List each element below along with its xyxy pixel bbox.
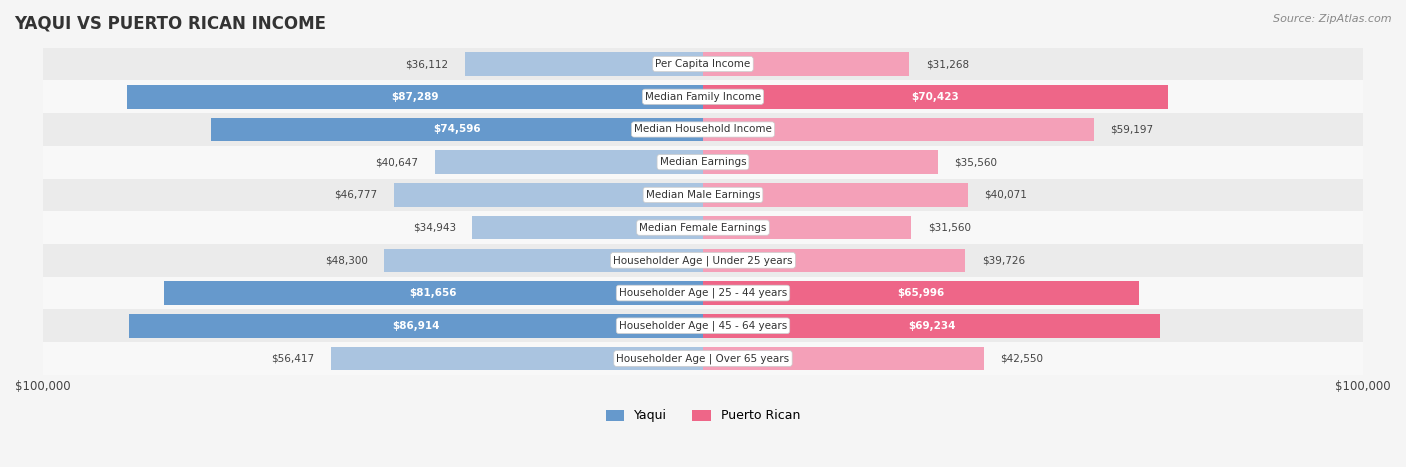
Text: $35,560: $35,560 bbox=[955, 157, 997, 167]
Bar bbox=[703, 347, 984, 370]
Bar bbox=[703, 281, 1139, 305]
Text: $74,596: $74,596 bbox=[433, 125, 481, 134]
Text: Median Female Earnings: Median Female Earnings bbox=[640, 223, 766, 233]
Text: $31,268: $31,268 bbox=[927, 59, 969, 69]
FancyBboxPatch shape bbox=[42, 80, 1364, 113]
Text: Median Household Income: Median Household Income bbox=[634, 125, 772, 134]
FancyBboxPatch shape bbox=[42, 342, 1364, 375]
Text: $39,726: $39,726 bbox=[981, 255, 1025, 265]
Text: $31,560: $31,560 bbox=[928, 223, 972, 233]
Text: Source: ZipAtlas.com: Source: ZipAtlas.com bbox=[1274, 14, 1392, 24]
Text: $86,914: $86,914 bbox=[392, 321, 440, 331]
Bar bbox=[464, 52, 703, 76]
Text: Householder Age | Over 65 years: Householder Age | Over 65 years bbox=[616, 353, 790, 364]
Text: $65,996: $65,996 bbox=[897, 288, 945, 298]
Text: $40,647: $40,647 bbox=[375, 157, 418, 167]
Bar bbox=[703, 248, 966, 272]
Bar bbox=[384, 248, 703, 272]
Bar bbox=[703, 314, 1160, 338]
FancyBboxPatch shape bbox=[42, 277, 1364, 310]
Text: $34,943: $34,943 bbox=[413, 223, 456, 233]
FancyBboxPatch shape bbox=[42, 244, 1364, 277]
Bar bbox=[703, 183, 967, 207]
Bar bbox=[211, 118, 703, 141]
Text: YAQUI VS PUERTO RICAN INCOME: YAQUI VS PUERTO RICAN INCOME bbox=[14, 14, 326, 32]
Text: $87,289: $87,289 bbox=[391, 92, 439, 102]
Text: $81,656: $81,656 bbox=[409, 288, 457, 298]
FancyBboxPatch shape bbox=[42, 310, 1364, 342]
Text: $69,234: $69,234 bbox=[908, 321, 955, 331]
FancyBboxPatch shape bbox=[42, 178, 1364, 211]
Text: Median Male Earnings: Median Male Earnings bbox=[645, 190, 761, 200]
Bar bbox=[394, 183, 703, 207]
FancyBboxPatch shape bbox=[42, 146, 1364, 178]
Text: $70,423: $70,423 bbox=[911, 92, 959, 102]
Text: Median Earnings: Median Earnings bbox=[659, 157, 747, 167]
Bar bbox=[129, 314, 703, 338]
Text: $48,300: $48,300 bbox=[325, 255, 367, 265]
Bar bbox=[703, 150, 938, 174]
Text: Median Family Income: Median Family Income bbox=[645, 92, 761, 102]
Text: $46,777: $46,777 bbox=[335, 190, 378, 200]
Bar bbox=[703, 216, 911, 240]
Text: Householder Age | 45 - 64 years: Householder Age | 45 - 64 years bbox=[619, 320, 787, 331]
Bar bbox=[472, 216, 703, 240]
FancyBboxPatch shape bbox=[42, 211, 1364, 244]
Bar bbox=[127, 85, 703, 108]
Bar bbox=[703, 85, 1168, 108]
Text: $40,071: $40,071 bbox=[984, 190, 1026, 200]
Legend: Yaqui, Puerto Rican: Yaqui, Puerto Rican bbox=[600, 404, 806, 427]
Bar bbox=[165, 281, 703, 305]
Bar bbox=[330, 347, 703, 370]
Bar bbox=[703, 118, 1094, 141]
Text: $59,197: $59,197 bbox=[1111, 125, 1153, 134]
Text: $42,550: $42,550 bbox=[1001, 354, 1043, 363]
Bar bbox=[434, 150, 703, 174]
FancyBboxPatch shape bbox=[42, 48, 1364, 80]
Text: $36,112: $36,112 bbox=[405, 59, 449, 69]
Text: Per Capita Income: Per Capita Income bbox=[655, 59, 751, 69]
Text: Householder Age | Under 25 years: Householder Age | Under 25 years bbox=[613, 255, 793, 266]
FancyBboxPatch shape bbox=[42, 113, 1364, 146]
Text: $56,417: $56,417 bbox=[271, 354, 314, 363]
Bar bbox=[703, 52, 910, 76]
Text: Householder Age | 25 - 44 years: Householder Age | 25 - 44 years bbox=[619, 288, 787, 298]
